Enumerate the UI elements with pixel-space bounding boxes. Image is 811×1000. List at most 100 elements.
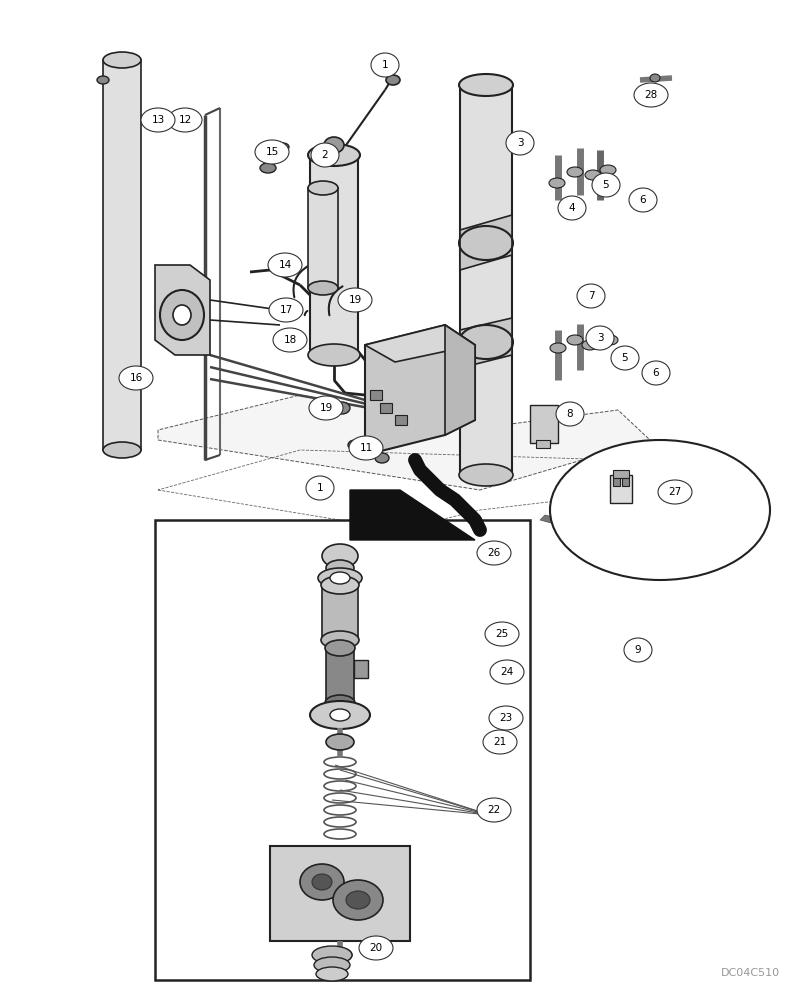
- Ellipse shape: [458, 464, 513, 486]
- Ellipse shape: [306, 476, 333, 500]
- Ellipse shape: [610, 346, 638, 370]
- Ellipse shape: [633, 83, 667, 107]
- Ellipse shape: [329, 709, 350, 721]
- Text: 17: 17: [279, 305, 292, 315]
- Text: DC04C510: DC04C510: [720, 968, 779, 978]
- Text: 6: 6: [652, 368, 659, 378]
- Bar: [155, 520, 530, 980]
- Ellipse shape: [549, 440, 769, 580]
- Ellipse shape: [333, 880, 383, 920]
- Ellipse shape: [385, 75, 400, 85]
- Ellipse shape: [328, 948, 351, 962]
- Ellipse shape: [591, 173, 620, 197]
- Text: 26: 26: [487, 548, 500, 558]
- Text: 9: 9: [634, 645, 641, 655]
- Ellipse shape: [657, 480, 691, 504]
- Ellipse shape: [586, 326, 613, 350]
- Ellipse shape: [315, 967, 348, 981]
- Text: 28: 28: [644, 90, 657, 100]
- Polygon shape: [539, 515, 597, 535]
- Text: 14: 14: [278, 260, 291, 270]
- Bar: [310, 155, 358, 355]
- Ellipse shape: [556, 402, 583, 426]
- Text: 24: 24: [500, 667, 513, 677]
- Ellipse shape: [476, 798, 510, 822]
- Polygon shape: [444, 325, 474, 435]
- Ellipse shape: [489, 660, 523, 684]
- Polygon shape: [158, 395, 649, 490]
- Ellipse shape: [577, 284, 604, 308]
- Ellipse shape: [168, 108, 202, 132]
- Ellipse shape: [484, 622, 518, 646]
- Text: 6: 6: [639, 195, 646, 205]
- Bar: [460, 85, 512, 475]
- Ellipse shape: [173, 305, 191, 325]
- Ellipse shape: [581, 340, 597, 350]
- Bar: [354, 660, 367, 678]
- Text: 18: 18: [283, 335, 296, 345]
- Ellipse shape: [584, 170, 600, 180]
- Ellipse shape: [119, 366, 152, 390]
- Ellipse shape: [309, 396, 342, 420]
- Bar: [394, 415, 406, 425]
- Text: 20: 20: [369, 943, 382, 953]
- Bar: [270, 846, 410, 941]
- Ellipse shape: [548, 178, 564, 188]
- Ellipse shape: [141, 108, 175, 132]
- Ellipse shape: [324, 640, 354, 656]
- Ellipse shape: [566, 167, 582, 177]
- Bar: [322, 585, 358, 640]
- Ellipse shape: [307, 181, 337, 195]
- Polygon shape: [365, 325, 474, 362]
- Ellipse shape: [325, 560, 354, 576]
- Ellipse shape: [348, 440, 362, 450]
- Ellipse shape: [160, 290, 204, 340]
- Ellipse shape: [97, 76, 109, 84]
- Ellipse shape: [324, 695, 354, 711]
- Ellipse shape: [103, 442, 141, 458]
- Text: 23: 23: [499, 713, 512, 723]
- Ellipse shape: [307, 281, 337, 295]
- Text: 1: 1: [316, 483, 323, 493]
- Ellipse shape: [310, 701, 370, 729]
- Text: 19: 19: [348, 295, 361, 305]
- Ellipse shape: [307, 144, 359, 166]
- Bar: [535, 440, 549, 448]
- Ellipse shape: [601, 335, 617, 345]
- Text: 13: 13: [151, 115, 165, 125]
- Ellipse shape: [311, 874, 332, 890]
- Bar: [609, 475, 631, 503]
- Ellipse shape: [637, 87, 657, 99]
- Ellipse shape: [375, 453, 388, 463]
- Text: 2: 2: [321, 150, 328, 160]
- Text: 19: 19: [319, 403, 333, 413]
- Text: 5: 5: [602, 180, 608, 190]
- Ellipse shape: [349, 436, 383, 460]
- Ellipse shape: [483, 730, 517, 754]
- Ellipse shape: [361, 447, 375, 457]
- Polygon shape: [365, 325, 474, 455]
- Ellipse shape: [311, 143, 338, 167]
- Ellipse shape: [268, 298, 303, 322]
- Ellipse shape: [358, 936, 393, 960]
- Text: 1: 1: [381, 60, 388, 70]
- Text: 16: 16: [129, 373, 143, 383]
- Ellipse shape: [329, 572, 350, 584]
- Ellipse shape: [103, 52, 141, 68]
- Ellipse shape: [629, 188, 656, 212]
- Ellipse shape: [333, 402, 350, 414]
- Ellipse shape: [557, 196, 586, 220]
- Polygon shape: [155, 265, 210, 355]
- Text: 7: 7: [587, 291, 594, 301]
- Bar: [621, 478, 629, 486]
- Bar: [530, 405, 557, 443]
- Text: 3: 3: [596, 333, 603, 343]
- Ellipse shape: [320, 631, 358, 649]
- Ellipse shape: [649, 74, 659, 82]
- Ellipse shape: [320, 576, 358, 594]
- Text: 4: 4: [568, 203, 575, 213]
- Ellipse shape: [337, 288, 371, 312]
- Ellipse shape: [458, 74, 513, 96]
- Ellipse shape: [642, 361, 669, 385]
- Ellipse shape: [314, 957, 350, 973]
